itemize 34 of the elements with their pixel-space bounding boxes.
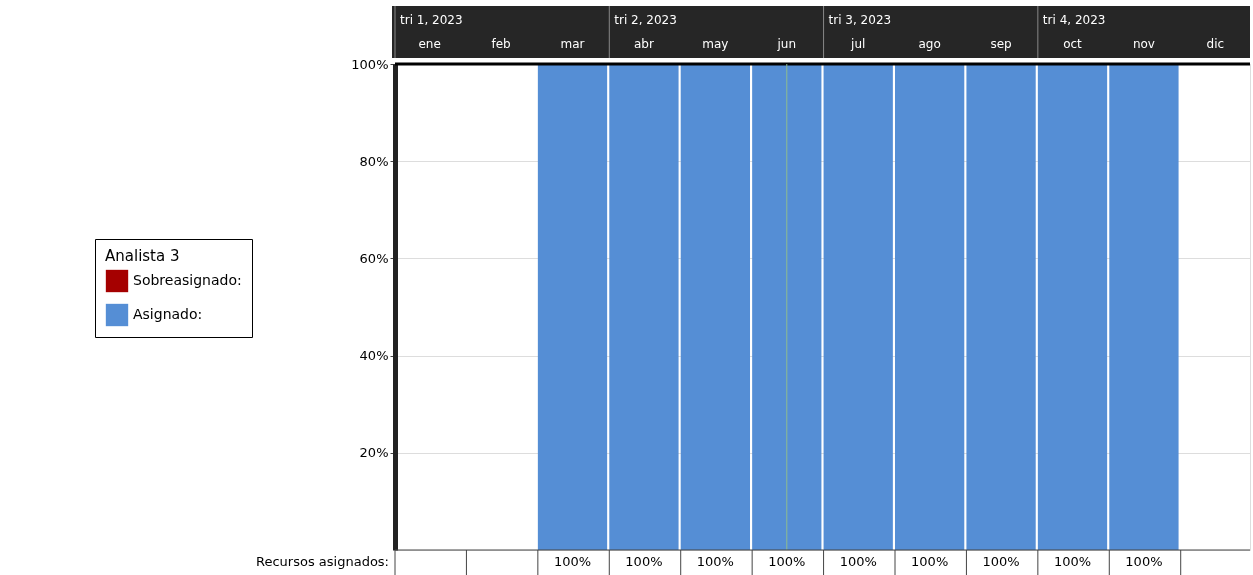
x-tick-label: sep [990,36,1012,51]
data-label: 100% [911,554,949,569]
x-tick-label: nov [1132,36,1155,51]
data-label: 100% [553,554,592,569]
legend-title: Analista 3 [105,247,180,265]
y-tick-label: 20% [359,445,389,461]
x-tick-label: oct [1063,36,1083,51]
x-tick-label: dic [1206,36,1225,51]
data-label: 100% [1053,554,1092,569]
x-tick-label: jul [850,36,866,51]
y-tick-label: 60% [359,250,389,266]
y-tick-label: 100% [351,56,389,72]
x-tick-label: may [702,36,729,51]
x-tick-label: ago [918,36,941,51]
x-tick-label: abr [633,36,654,51]
data-label: 100% [696,554,734,569]
data-label: 100% [982,554,1020,569]
x-tick-label: ene [418,36,441,51]
data-label: 100% [1125,554,1163,569]
text: tri 3, 2023 [828,13,892,27]
data-label: 100% [625,554,663,569]
legend-label: Asignado: [133,306,203,322]
legend-label: Sobreasignado: [133,272,242,288]
y-tick-label: 80% [359,153,389,169]
text: tri 2, 2023 [614,13,677,27]
text: tri 1, 2023 [400,13,463,27]
text: tri 4, 2023 [1042,13,1106,27]
x-tick-label: mar [560,36,585,51]
text: Recursos asignados: [256,554,389,569]
data-label: 100% [768,554,806,569]
data-label: 100% [839,554,877,569]
y-tick-label: 40% [359,348,389,364]
x-tick-label: jun [776,36,797,51]
x-tick-label: feb [491,36,511,51]
